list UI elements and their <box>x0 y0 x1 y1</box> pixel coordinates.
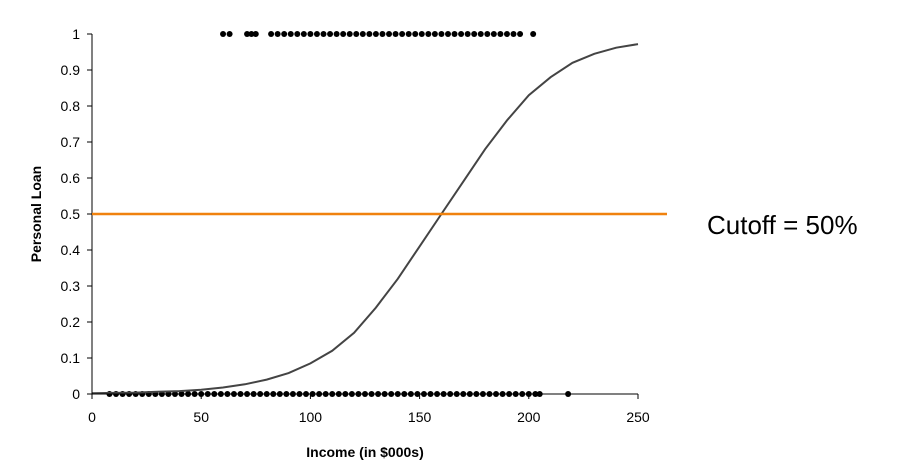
data-point <box>497 31 504 37</box>
data-point <box>252 31 259 37</box>
y-tick-label: 0.7 <box>61 134 81 150</box>
data-point <box>307 31 314 37</box>
y-tick-label: 0.9 <box>61 62 81 78</box>
data-point <box>340 31 347 37</box>
data-point <box>346 31 353 37</box>
data-point <box>353 31 360 37</box>
data-point <box>287 31 294 37</box>
data-point <box>438 31 445 37</box>
data-point <box>327 31 334 37</box>
data-point <box>372 31 379 37</box>
data-point <box>431 31 438 37</box>
data-point <box>458 31 465 37</box>
data-point <box>294 31 301 37</box>
data-point <box>313 31 320 37</box>
data-point <box>451 31 458 37</box>
data-point <box>444 31 451 37</box>
data-point <box>366 31 373 37</box>
y-tick-label: 0.2 <box>61 314 81 330</box>
data-point <box>333 31 340 37</box>
logistic-curve <box>91 43 639 395</box>
x-tick-label: 150 <box>408 409 432 425</box>
y-tick-label: 0 <box>72 386 80 402</box>
data-point <box>418 31 425 37</box>
x-tick-label: 250 <box>626 409 650 425</box>
data-point <box>248 31 255 37</box>
x-tick-label: 200 <box>517 409 541 425</box>
y-axis-ticks: 0 0.1 0.2 0.3 0.4 0.5 0.6 0.7 0.8 0.9 1 <box>61 26 92 402</box>
data-point <box>471 31 478 37</box>
data-point <box>503 31 510 37</box>
x-axis-ticks: 0 50 100 150 200 250 <box>88 394 650 425</box>
data-point <box>464 31 471 37</box>
y-tick-label: 0.4 <box>61 242 81 258</box>
data-point <box>425 31 432 37</box>
data-point <box>477 31 484 37</box>
data-point <box>392 31 399 37</box>
data-point <box>510 31 517 37</box>
data-point <box>517 31 524 37</box>
x-axis-title: Income (in $000s) <box>306 444 424 460</box>
y-axis-title: Personal Loan <box>28 166 44 262</box>
y-tick-label: 0.3 <box>61 278 81 294</box>
y-tick-label: 0.5 <box>61 206 81 222</box>
data-point <box>399 31 406 37</box>
data-point <box>300 31 307 37</box>
y-tick-label: 0.8 <box>61 98 81 114</box>
data-point <box>490 31 497 37</box>
data-point <box>281 31 288 37</box>
data-point <box>484 31 491 37</box>
x-tick-label: 100 <box>299 409 323 425</box>
data-point <box>244 31 251 37</box>
x-tick-label: 50 <box>193 409 209 425</box>
data-point <box>274 31 281 37</box>
x-tick-label: 0 <box>88 409 96 425</box>
data-point <box>268 31 275 37</box>
y-tick-label: 1 <box>72 26 80 42</box>
data-point <box>530 31 537 37</box>
data-point <box>220 31 227 37</box>
y-tick-label: 0.6 <box>61 170 81 186</box>
data-point <box>405 31 412 37</box>
data-point <box>412 31 419 37</box>
data-point <box>386 31 393 37</box>
data-point <box>226 31 233 37</box>
data-point <box>379 31 386 37</box>
data-point <box>320 31 327 37</box>
y-tick-label: 0.1 <box>61 350 81 366</box>
data-point <box>359 31 366 37</box>
cutoff-label: Cutoff = 50% <box>707 210 858 240</box>
